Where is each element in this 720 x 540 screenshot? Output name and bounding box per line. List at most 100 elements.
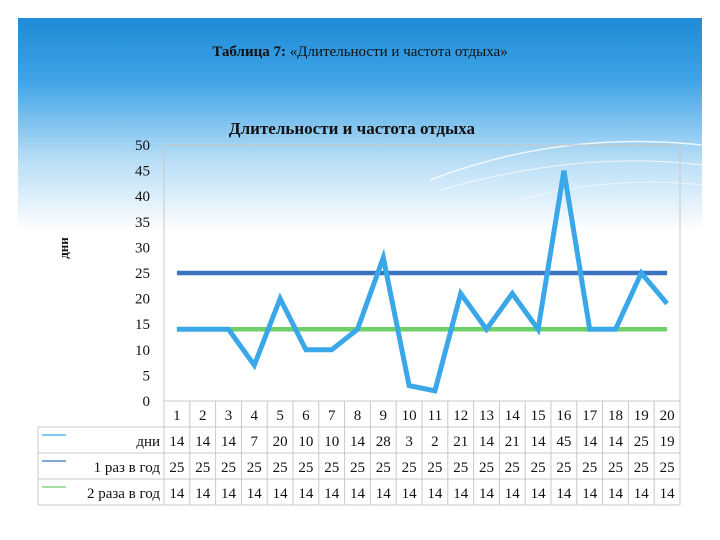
- data-label: 25: [634, 434, 649, 450]
- data-label: 14: [195, 486, 211, 502]
- x-tick-label: 4: [251, 408, 259, 424]
- series-line-0: [176, 170, 670, 394]
- data-label: 25: [427, 460, 442, 476]
- data-label: 14: [556, 486, 572, 502]
- data-label: 25: [247, 460, 262, 476]
- y-tick-label: 20: [135, 292, 150, 308]
- data-label: 14: [273, 486, 289, 502]
- y-tick-label: 30: [135, 240, 150, 256]
- x-tick-label: 16: [556, 408, 572, 424]
- x-tick-label: 3: [225, 408, 233, 424]
- x-tick-label: 17: [582, 408, 598, 424]
- data-label: 14: [221, 486, 237, 502]
- x-tick-label: 9: [380, 408, 388, 424]
- data-label: 14: [402, 486, 418, 502]
- x-tick-label: 8: [354, 408, 362, 424]
- data-label: 14: [427, 486, 443, 502]
- x-tick-label: 6: [302, 408, 310, 424]
- legend-entry-2: 2 раза в год: [87, 486, 160, 502]
- series-lines: [176, 170, 670, 394]
- y-tick-label: 5: [143, 368, 151, 384]
- data-label: 45: [556, 434, 571, 450]
- chart-title: Длительности и частота отдыха: [229, 119, 476, 138]
- data-label: 14: [298, 486, 314, 502]
- y-tick-label: 25: [135, 266, 150, 282]
- data-label: 25: [479, 460, 494, 476]
- data-label: 14: [531, 434, 547, 450]
- data-label: 25: [505, 460, 520, 476]
- data-label: 21: [505, 434, 520, 450]
- data-label: 10: [324, 434, 339, 450]
- y-tick-label: 50: [135, 138, 150, 154]
- data-label: 14: [376, 486, 392, 502]
- data-label: 14: [479, 486, 495, 502]
- legend-entry-0: дни: [136, 434, 160, 450]
- slide-title: Таблица 7: «Длительности и частота отдых…: [0, 44, 720, 61]
- x-tick-label: 7: [328, 408, 336, 424]
- data-label: 25: [531, 460, 546, 476]
- data-label: 25: [221, 460, 236, 476]
- data-label: 25: [582, 460, 597, 476]
- data-label: 14: [660, 486, 676, 502]
- data-label: 14: [247, 486, 263, 502]
- data-label: 3: [405, 434, 413, 450]
- x-tick-label: 19: [634, 408, 649, 424]
- x-tick-label: 18: [608, 408, 623, 424]
- x-tick-label: 11: [428, 408, 442, 424]
- data-label: 14: [608, 486, 624, 502]
- data-label: 25: [660, 460, 675, 476]
- data-label: 25: [324, 460, 339, 476]
- data-label: 14: [324, 486, 340, 502]
- data-label: 20: [273, 434, 288, 450]
- data-label: 14: [350, 486, 366, 502]
- data-label: 14: [479, 434, 495, 450]
- data-label: 14: [221, 434, 237, 450]
- x-tick-label: 10: [402, 408, 417, 424]
- x-tick-label: 13: [479, 408, 494, 424]
- data-label: 14: [608, 434, 624, 450]
- y-tick-label: 15: [135, 317, 150, 333]
- data-label: 25: [169, 460, 184, 476]
- legend-entry-1: 1 раз в год: [94, 460, 161, 476]
- y-tick-label: 10: [135, 343, 150, 359]
- data-label: 7: [251, 434, 259, 450]
- data-label: 14: [195, 434, 211, 450]
- data-label: 14: [453, 486, 469, 502]
- data-label: 25: [195, 460, 210, 476]
- x-tick-label: 1: [173, 408, 181, 424]
- data-label: 28: [376, 434, 391, 450]
- x-tick-label: 5: [276, 408, 284, 424]
- y-tick-label: 35: [135, 215, 150, 231]
- x-tick-label: 12: [453, 408, 468, 424]
- x-tick-label: 15: [531, 408, 546, 424]
- data-label: 14: [531, 486, 547, 502]
- data-label: 25: [556, 460, 571, 476]
- data-label: 25: [608, 460, 623, 476]
- data-label: 25: [634, 460, 649, 476]
- y-tick-label: 45: [135, 164, 150, 180]
- data-label: 14: [634, 486, 650, 502]
- data-label: 25: [402, 460, 417, 476]
- data-label: 14: [582, 434, 598, 450]
- y-axis-label: дни: [56, 237, 71, 259]
- y-axis-ticks: 0 5 10 15 20 25 30 35 40 45 50: [135, 138, 150, 410]
- data-label: 25: [273, 460, 288, 476]
- data-label: 2: [431, 434, 439, 450]
- data-label: 14: [350, 434, 366, 450]
- data-label: 14: [169, 434, 185, 450]
- y-tick-label: 40: [135, 189, 150, 205]
- x-tick-label: 14: [505, 408, 521, 424]
- y-tick-label: 0: [143, 394, 151, 410]
- slide-title-text: «Длительности и частота отдыха»: [289, 44, 508, 60]
- data-label: 19: [660, 434, 675, 450]
- x-tick-label: 2: [199, 408, 207, 424]
- slide-title-label: Таблица 7:: [212, 44, 286, 60]
- data-label: 14: [505, 486, 521, 502]
- data-label: 25: [350, 460, 365, 476]
- data-label: 25: [298, 460, 313, 476]
- data-label: 25: [376, 460, 391, 476]
- data-label: 14: [582, 486, 598, 502]
- data-label: 25: [453, 460, 468, 476]
